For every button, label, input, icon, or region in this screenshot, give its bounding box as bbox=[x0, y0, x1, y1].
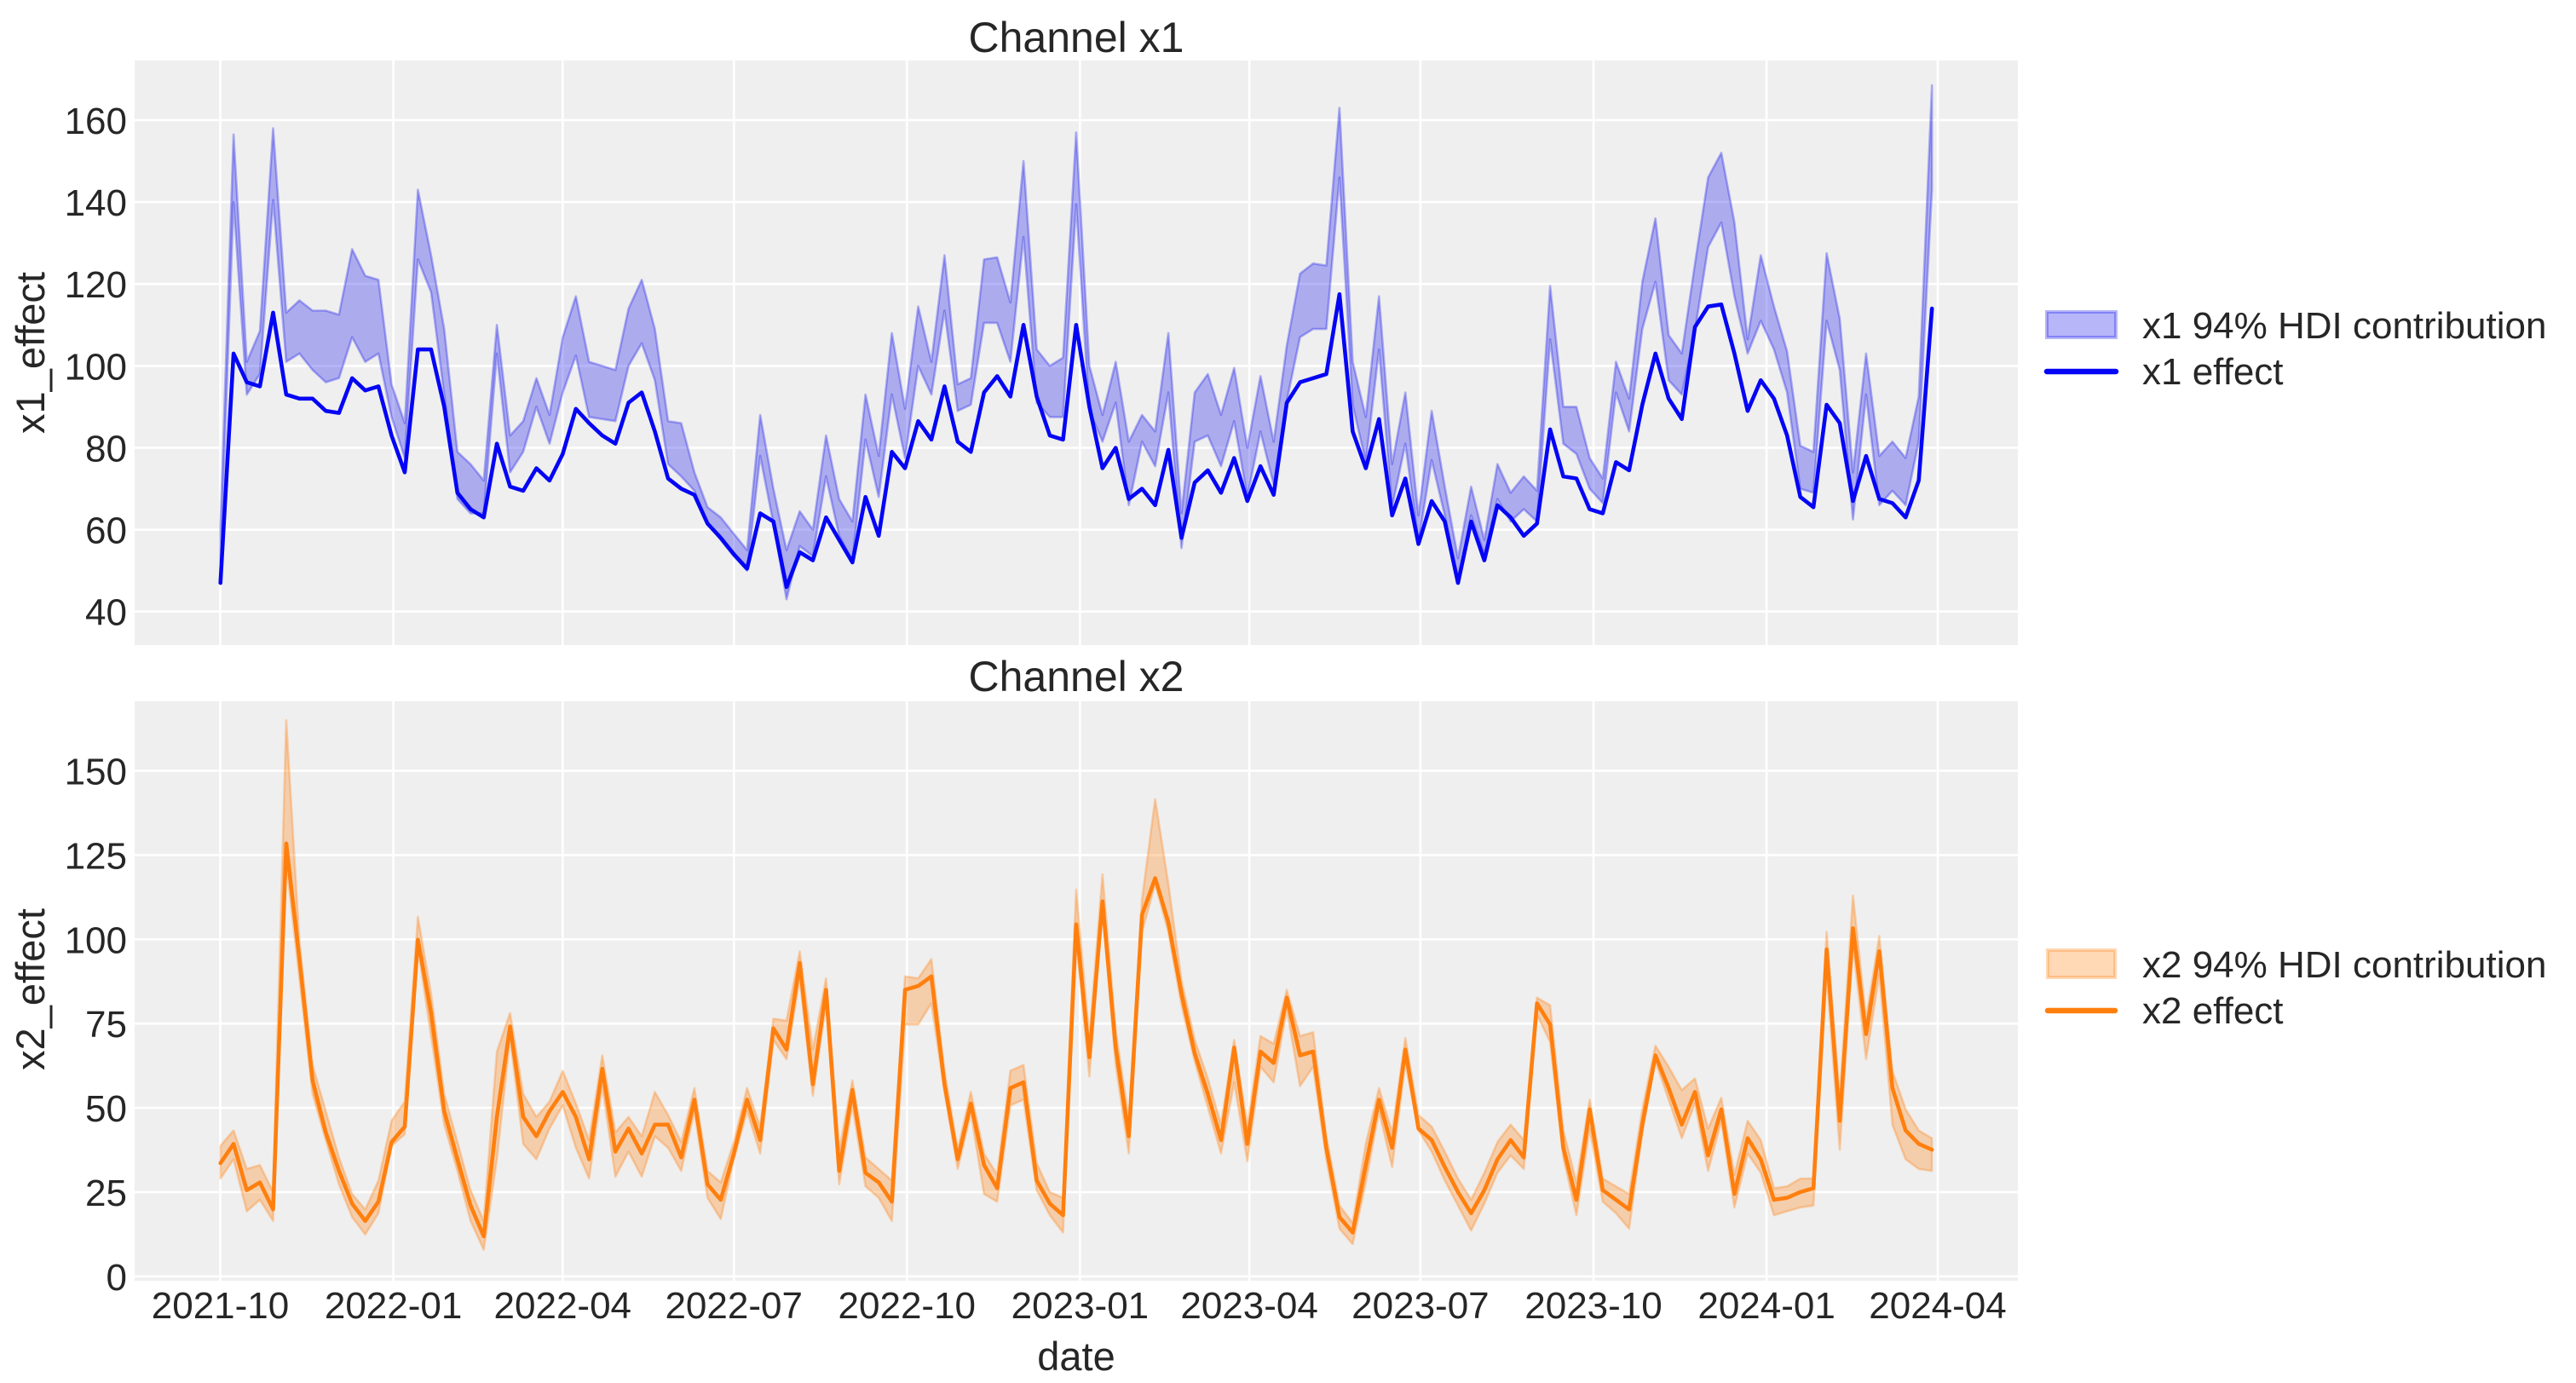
svg-text:0: 0 bbox=[107, 1257, 127, 1299]
svg-text:2024-04: 2024-04 bbox=[1869, 1285, 2006, 1327]
svg-text:2022-01: 2022-01 bbox=[325, 1285, 462, 1327]
svg-text:2021-10: 2021-10 bbox=[152, 1285, 289, 1327]
svg-text:125: 125 bbox=[65, 835, 127, 877]
svg-text:2022-10: 2022-10 bbox=[838, 1285, 976, 1327]
svg-text:2023-10: 2023-10 bbox=[1524, 1285, 1662, 1327]
svg-text:75: 75 bbox=[85, 1004, 127, 1046]
svg-text:2023-07: 2023-07 bbox=[1351, 1285, 1489, 1327]
svg-text:150: 150 bbox=[65, 752, 127, 793]
svg-text:100: 100 bbox=[65, 919, 127, 961]
svg-text:2022-07: 2022-07 bbox=[665, 1285, 802, 1327]
svg-text:120: 120 bbox=[65, 264, 127, 306]
svg-text:Channel x1: Channel x1 bbox=[969, 14, 1184, 61]
svg-text:50: 50 bbox=[85, 1088, 127, 1130]
svg-text:date: date bbox=[1037, 1334, 1115, 1379]
svg-text:140: 140 bbox=[65, 182, 127, 224]
svg-text:x2 94% HDI contribution: x2 94% HDI contribution bbox=[2142, 944, 2546, 986]
svg-text:2023-01: 2023-01 bbox=[1011, 1285, 1149, 1327]
svg-text:160: 160 bbox=[65, 101, 127, 142]
svg-text:80: 80 bbox=[85, 429, 127, 470]
svg-text:Channel x2: Channel x2 bbox=[969, 653, 1184, 700]
svg-text:x1_effect: x1_effect bbox=[8, 272, 53, 434]
svg-text:x1 94% HDI contribution: x1 94% HDI contribution bbox=[2142, 305, 2546, 347]
svg-text:40: 40 bbox=[85, 592, 127, 634]
svg-text:2024-01: 2024-01 bbox=[1697, 1285, 1835, 1327]
svg-text:x1 effect: x1 effect bbox=[2142, 351, 2284, 393]
svg-text:x2 effect: x2 effect bbox=[2142, 990, 2284, 1032]
svg-text:100: 100 bbox=[65, 346, 127, 388]
svg-text:2023-04: 2023-04 bbox=[1180, 1285, 1317, 1327]
svg-text:2022-04: 2022-04 bbox=[494, 1285, 631, 1327]
svg-text:25: 25 bbox=[85, 1173, 127, 1214]
svg-text:x2_effect: x2_effect bbox=[8, 908, 53, 1070]
svg-text:60: 60 bbox=[85, 510, 127, 552]
